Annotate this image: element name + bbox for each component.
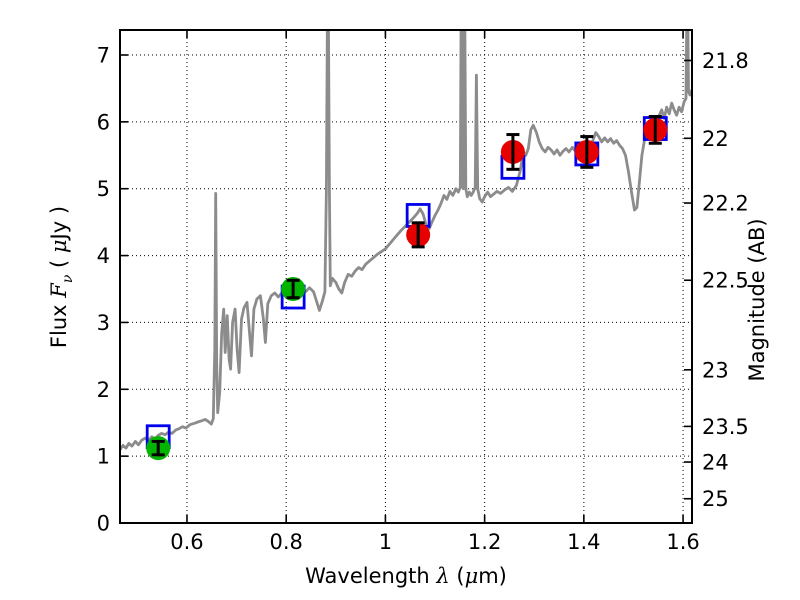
flux-tick-label: 4 — [97, 244, 110, 268]
model-spectrum-curve — [120, 30, 692, 451]
magnitude-tick-label: 23 — [702, 358, 729, 382]
magnitude-tick-label: 21.8 — [702, 49, 749, 73]
flux-tick-label: 5 — [97, 177, 110, 201]
magnitude-tick-label: 22.5 — [702, 269, 749, 293]
axes-spines-and-ticks — [119, 29, 693, 524]
observed-photometry-points — [146, 117, 668, 461]
x-axis-label: Wavelength λ (μm) — [305, 564, 507, 588]
flux-F-symbol: F — [47, 282, 71, 299]
y-axis-label-flux: Flux Fν ( μJy ) — [47, 206, 76, 348]
mu-symbol: μ — [465, 564, 479, 588]
x-tick-label: 0.8 — [269, 530, 302, 554]
x-tick-label: 1 — [379, 530, 392, 554]
x-tick-label: 1.4 — [567, 530, 600, 554]
lambda-symbol: λ — [435, 564, 449, 588]
magnitude-tick-label: 22.2 — [702, 192, 749, 216]
nu-subscript: ν — [60, 274, 76, 283]
magnitude-tick-label: 22 — [702, 127, 729, 151]
flux-tick-label: 6 — [97, 110, 110, 134]
flux-tick-label: 2 — [97, 378, 110, 402]
flux-tick-label: 0 — [97, 512, 110, 536]
error-bars — [151, 115, 662, 457]
x-tick-label: 0.6 — [170, 530, 203, 554]
plot-border — [119, 29, 693, 524]
gridlines — [120, 30, 692, 523]
flux-tick-label: 3 — [97, 311, 110, 335]
x-tick-label: 1.2 — [468, 530, 501, 554]
x-axis-label-text: Wavelength — [305, 564, 436, 588]
model-spectrum-line — [120, 30, 692, 451]
mu-symbol: μ — [47, 239, 71, 253]
flux-tick-label: 1 — [97, 445, 110, 469]
y-axis-label-magnitude: Magnitude (AB) — [745, 218, 769, 381]
magnitude-tick-label: 23.5 — [702, 415, 749, 439]
flux-tick-label: 7 — [97, 44, 110, 68]
magnitude-tick-label: 25 — [702, 487, 729, 511]
x-tick-label: 1.6 — [666, 530, 699, 554]
magnitude-tick-label: 24 — [702, 451, 729, 475]
